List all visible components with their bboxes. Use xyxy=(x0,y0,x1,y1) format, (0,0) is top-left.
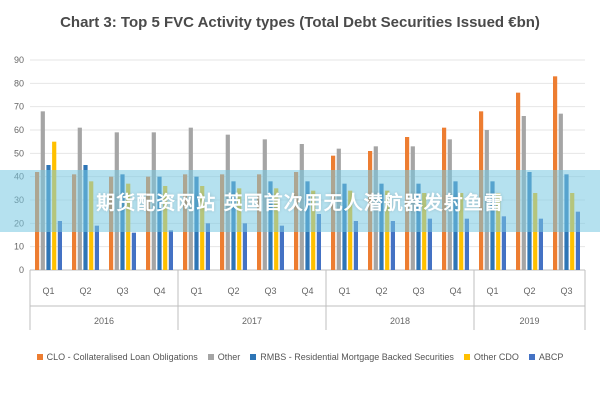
bar xyxy=(94,225,99,270)
chart-title: Chart 3: Top 5 FVC Activity types (Total… xyxy=(60,14,540,31)
x-tick-label: Q2 xyxy=(375,286,387,296)
x-group-label: 2019 xyxy=(519,316,539,326)
x-tick-label: Q4 xyxy=(153,286,165,296)
y-tick-label: 90 xyxy=(14,55,24,65)
legend-swatch xyxy=(463,354,470,360)
bar xyxy=(575,211,580,270)
x-tick-label: Q1 xyxy=(486,286,498,296)
bar xyxy=(390,221,395,270)
x-tick-label: Q2 xyxy=(523,286,535,296)
banner-text: 期货配资网站 英国首次用无人潜航器发射鱼雷 xyxy=(96,191,504,214)
legend-label: RMBS - Residential Mortgage Backed Secur… xyxy=(260,352,454,362)
y-tick-label: 80 xyxy=(14,78,24,88)
x-group-label: 2016 xyxy=(94,316,114,326)
legend-label: Other xyxy=(217,352,241,362)
y-tick-label: 0 xyxy=(19,265,24,275)
bar xyxy=(57,221,62,270)
x-tick-label: Q2 xyxy=(227,286,239,296)
y-tick-label: 50 xyxy=(14,148,24,158)
bar xyxy=(168,230,173,270)
legend-swatch xyxy=(36,354,43,360)
legend-label: ABCP xyxy=(538,352,564,362)
x-tick-label: Q3 xyxy=(560,286,572,296)
x-tick-label: Q4 xyxy=(449,286,461,296)
chart-legend: CLO - Collateralised Loan Obligations Oth… xyxy=(0,352,600,362)
x-tick-label: Q3 xyxy=(412,286,424,296)
legend-label: Other CDO xyxy=(473,352,519,362)
x-group-label: 2017 xyxy=(242,316,262,326)
bar xyxy=(242,223,247,270)
bar xyxy=(131,232,136,270)
x-tick-label: Q1 xyxy=(190,286,202,296)
legend-label: CLO - Collateralised Loan Obligations xyxy=(46,352,198,362)
y-tick-label: 10 xyxy=(14,242,24,252)
bar xyxy=(353,221,358,270)
x-tick-label: Q3 xyxy=(116,286,128,296)
legend-swatch xyxy=(207,354,214,360)
legend-item: ABCP xyxy=(528,352,564,362)
legend-item: Other xyxy=(207,352,241,362)
bar xyxy=(205,223,210,270)
y-tick-label: 60 xyxy=(14,125,24,135)
x-tick-label: Q1 xyxy=(338,286,350,296)
y-tick-label: 70 xyxy=(14,102,24,112)
legend-swatch xyxy=(528,354,535,360)
bar xyxy=(501,216,506,270)
bar xyxy=(316,214,321,270)
x-tick-label: Q3 xyxy=(264,286,276,296)
overlay-banner[interactable]: 期货配资网站 英国首次用无人潜航器发射鱼雷 xyxy=(0,170,600,232)
legend-swatch xyxy=(250,354,257,360)
legend-item: Other CDO xyxy=(463,352,519,362)
legend-item: RMBS - Residential Mortgage Backed Secur… xyxy=(250,352,454,362)
bar xyxy=(538,218,543,270)
x-tick-label: Q1 xyxy=(42,286,54,296)
bar xyxy=(464,218,469,270)
x-tick-label: Q4 xyxy=(301,286,313,296)
x-group-label: 2018 xyxy=(390,316,410,326)
bar xyxy=(427,218,432,270)
x-tick-label: Q2 xyxy=(79,286,91,296)
bar xyxy=(279,225,284,270)
legend-item: CLO - Collateralised Loan Obligations xyxy=(36,352,198,362)
